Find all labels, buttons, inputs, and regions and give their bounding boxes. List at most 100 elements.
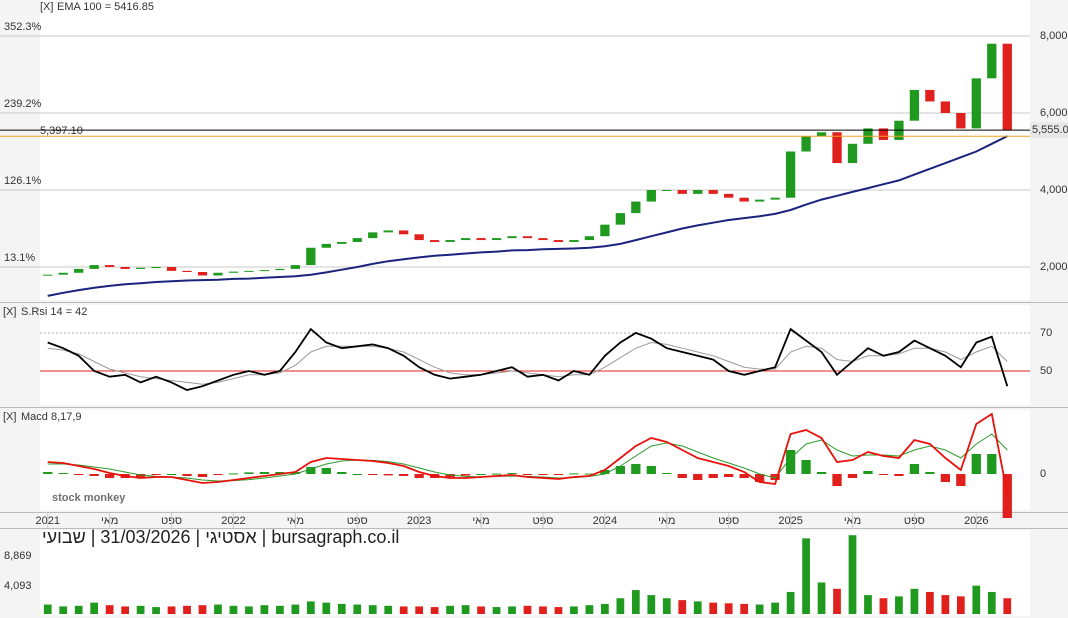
series-line xyxy=(47,412,1009,495)
histogram-bar xyxy=(693,474,703,480)
histogram-bar xyxy=(244,472,254,474)
volume-bar xyxy=(322,602,331,614)
histogram-bar xyxy=(646,466,656,474)
panel-title: Macd 8,17,9 xyxy=(21,411,82,423)
histogram-bar xyxy=(352,474,362,475)
watermark: stock monkey xyxy=(52,492,126,504)
histogram-bar xyxy=(956,474,966,486)
candle xyxy=(43,274,53,276)
candle xyxy=(507,236,517,239)
volume-bar xyxy=(755,604,764,614)
volume-bar xyxy=(864,595,872,614)
volume-bar xyxy=(183,605,191,614)
volume-bar xyxy=(647,595,656,614)
candle xyxy=(244,270,254,272)
y-tick-label: 4,000 xyxy=(1040,184,1068,196)
level-box xyxy=(1030,122,1068,139)
candle xyxy=(816,132,827,137)
histogram-bar xyxy=(337,472,347,474)
histogram-bar xyxy=(476,474,486,475)
volume-bar xyxy=(461,605,470,614)
candle xyxy=(259,270,270,272)
candle xyxy=(538,238,548,241)
candle xyxy=(414,234,424,241)
volume-bar xyxy=(616,598,625,614)
series-line xyxy=(47,327,1009,391)
histogram-bar xyxy=(677,474,687,478)
volume-bar xyxy=(121,606,129,614)
volume-bar xyxy=(167,606,176,614)
candle xyxy=(321,243,331,248)
y-tick-label: 6,000 xyxy=(1040,107,1068,119)
histogram-bar xyxy=(383,474,393,476)
candle xyxy=(940,101,950,114)
candle xyxy=(228,271,239,273)
histogram-bar xyxy=(197,474,208,477)
candle xyxy=(213,272,223,276)
candle xyxy=(677,190,687,194)
volume-bar xyxy=(90,602,99,614)
histogram-bar xyxy=(74,474,84,475)
candle xyxy=(337,241,347,244)
y-tick-label: 0 xyxy=(1040,468,1046,480)
y2-tick-label: 352.3% xyxy=(4,21,42,33)
histogram-bar xyxy=(631,464,641,474)
volume-bar xyxy=(214,604,222,614)
candle xyxy=(399,230,409,235)
histogram-bar xyxy=(259,472,270,474)
main-panel xyxy=(40,0,1030,300)
panel-tag: [X] xyxy=(3,306,16,318)
histogram-bar xyxy=(538,474,548,475)
candle xyxy=(58,272,68,275)
volume-bar xyxy=(956,596,965,614)
volume-bar xyxy=(260,605,269,614)
candle xyxy=(770,197,780,200)
footer: bursagraph.co.il | אסטיגי | 31/03/2026 |… xyxy=(42,527,400,547)
volume-bar xyxy=(662,598,671,614)
histogram-bar xyxy=(89,474,99,476)
candle xyxy=(724,193,734,198)
candle xyxy=(615,213,625,225)
candle xyxy=(445,240,455,242)
volume-bar xyxy=(59,606,68,614)
candle xyxy=(491,238,502,241)
histogram-bar xyxy=(708,474,718,478)
candle xyxy=(135,267,146,269)
histogram-bar xyxy=(491,473,502,475)
histogram-bar xyxy=(553,474,564,475)
candle xyxy=(584,236,595,241)
candle xyxy=(383,230,393,233)
histogram-bar xyxy=(166,474,177,475)
candle xyxy=(476,238,486,241)
volume-bar xyxy=(508,606,516,614)
histogram-bar xyxy=(894,474,904,476)
volume-bar xyxy=(910,588,919,614)
histogram-bar xyxy=(615,466,625,474)
candle xyxy=(708,190,718,194)
histogram-bar xyxy=(368,474,378,475)
rsi-panel xyxy=(40,305,1030,405)
volume-bar xyxy=(786,591,795,614)
candle xyxy=(553,240,564,242)
candle xyxy=(460,238,471,241)
candle xyxy=(522,236,533,239)
volume-bar xyxy=(926,591,934,614)
panel-title: EMA 100 = 5416.85 xyxy=(57,1,154,13)
histogram-bar xyxy=(43,472,53,474)
histogram-bar xyxy=(58,473,68,474)
histogram-bar xyxy=(105,474,115,478)
volume-bar xyxy=(152,607,160,614)
volume-bar xyxy=(430,607,439,614)
volume-bar xyxy=(554,607,563,614)
y-tick-label: 2,000 xyxy=(1040,261,1068,273)
candle xyxy=(785,151,796,198)
candle xyxy=(909,89,920,121)
candle xyxy=(971,78,981,129)
volume-bar xyxy=(678,600,687,614)
volume-bar xyxy=(74,605,83,614)
y2-tick-label: 239.2% xyxy=(4,98,42,110)
histogram-bar xyxy=(213,474,223,475)
histogram-bar xyxy=(987,454,997,474)
